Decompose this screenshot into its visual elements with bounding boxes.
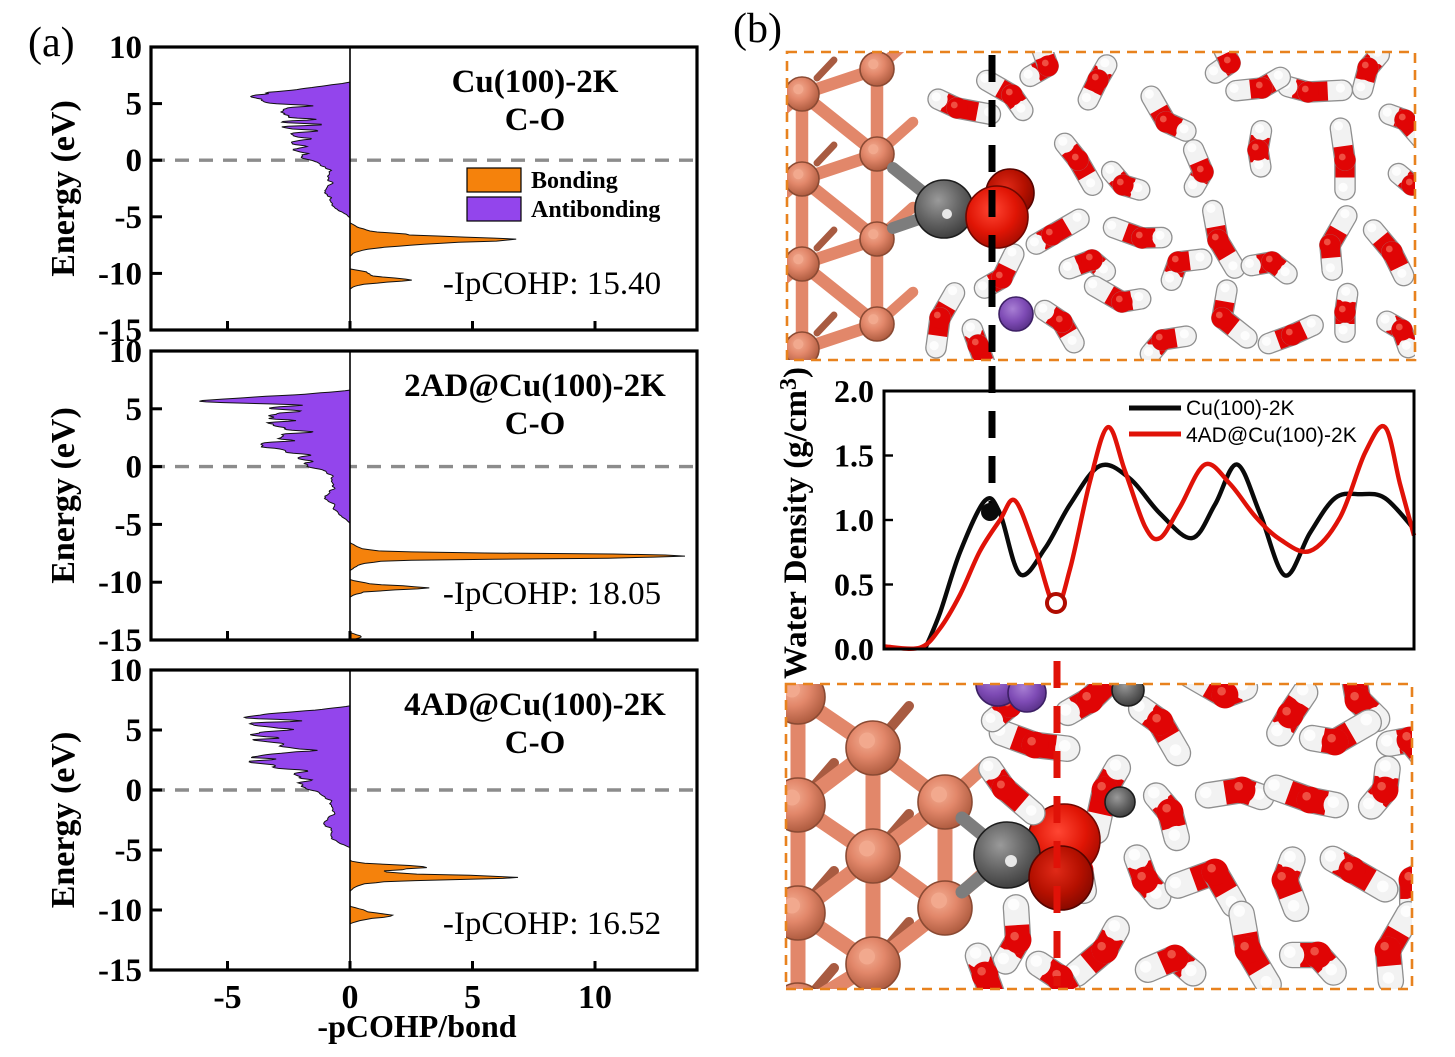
svg-text:10: 10 <box>578 979 612 1016</box>
svg-text:-5: -5 <box>213 979 241 1016</box>
svg-text:10: 10 <box>109 30 142 66</box>
svg-text:Energy (eV): Energy (eV) <box>45 732 82 909</box>
svg-text:1.0: 1.0 <box>834 502 874 538</box>
svg-text:Bonding: Bonding <box>531 168 618 194</box>
svg-text:0: 0 <box>342 979 359 1016</box>
svg-text:-15: -15 <box>98 623 142 659</box>
svg-text:0: 0 <box>126 143 143 179</box>
svg-text:10: 10 <box>109 334 142 370</box>
svg-text:4AD@Cu(100)-2K: 4AD@Cu(100)-2K <box>404 687 666 723</box>
svg-text:Energy (eV): Energy (eV) <box>45 100 82 277</box>
svg-text:Energy (eV): Energy (eV) <box>45 407 82 584</box>
svg-text:0.5: 0.5 <box>834 567 874 603</box>
svg-text:5: 5 <box>126 713 143 749</box>
svg-text:-IpCOHP: 18.05: -IpCOHP: 18.05 <box>443 576 661 612</box>
svg-text:-5: -5 <box>115 200 143 236</box>
svg-text:2.0: 2.0 <box>834 373 874 409</box>
svg-text:10: 10 <box>109 653 142 689</box>
svg-text:C-O: C-O <box>505 102 566 138</box>
svg-text:Antibonding: Antibonding <box>531 197 660 223</box>
svg-text:-5: -5 <box>115 833 143 869</box>
svg-text:4AD@Cu(100)-2K: 4AD@Cu(100)-2K <box>1186 424 1357 447</box>
svg-text:1.5: 1.5 <box>834 438 874 474</box>
svg-text:-10: -10 <box>98 893 142 929</box>
svg-text:5: 5 <box>464 979 481 1016</box>
svg-text:0: 0 <box>126 773 143 809</box>
svg-text:C-O: C-O <box>505 725 566 761</box>
svg-text:-10: -10 <box>98 256 142 292</box>
svg-text:Water Density (g/cm3): Water Density (g/cm3) <box>776 367 814 679</box>
svg-text:C-O: C-O <box>505 406 566 442</box>
svg-text:-pCOHP/bond: -pCOHP/bond <box>317 1008 516 1044</box>
svg-text:-15: -15 <box>98 953 142 989</box>
svg-text:5: 5 <box>126 87 143 123</box>
svg-text:-IpCOHP: 16.52: -IpCOHP: 16.52 <box>443 906 661 942</box>
svg-text:Cu(100)-2K: Cu(100)-2K <box>452 64 619 100</box>
svg-text:-10: -10 <box>98 565 142 601</box>
svg-text:-IpCOHP: 15.40: -IpCOHP: 15.40 <box>443 266 661 302</box>
svg-text:5: 5 <box>126 392 143 428</box>
svg-text:2AD@Cu(100)-2K: 2AD@Cu(100)-2K <box>404 368 666 404</box>
svg-text:(a): (a) <box>28 20 75 66</box>
svg-text:Cu(100)-2K: Cu(100)-2K <box>1186 397 1295 420</box>
svg-text:-15: -15 <box>98 313 142 349</box>
svg-text:(b): (b) <box>733 6 782 52</box>
svg-text:0: 0 <box>126 450 143 486</box>
svg-text:0.0: 0.0 <box>834 631 874 667</box>
svg-text:-5: -5 <box>115 507 143 543</box>
